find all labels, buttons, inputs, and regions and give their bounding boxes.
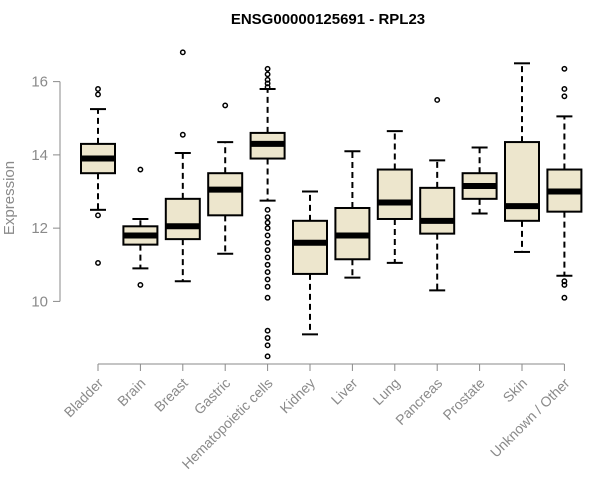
outlier-point (561, 86, 568, 92)
outlier-point (264, 219, 271, 226)
outlier-point (264, 214, 271, 221)
outlier-point (434, 96, 441, 103)
y-axis: 10 12 14 16 (31, 74, 61, 310)
box-iqr (292, 219, 328, 275)
outlier-point (95, 212, 101, 219)
x-tick-label: Pancreas (392, 375, 445, 428)
x-tick-label: Kidney (277, 375, 319, 417)
box-iqr (164, 197, 201, 241)
outlier-point (137, 166, 144, 173)
x-tick-label: Breast (151, 375, 191, 415)
x-tick-label: Skin (500, 375, 531, 406)
box-hematopoietic-cells (249, 65, 286, 360)
outlier-point (264, 269, 271, 276)
outlier-point (264, 335, 271, 341)
outlier-point (95, 91, 101, 98)
chart-title: ENSG00000125691 - RPL23 (231, 11, 425, 28)
x-tick-label: Bladder (61, 375, 107, 421)
x-tick-label: Liver (328, 375, 361, 408)
box-skin (504, 62, 540, 253)
outlier-point (264, 294, 271, 301)
outlier-point (264, 84, 271, 91)
outlier-point (179, 49, 186, 56)
outlier-point (264, 206, 271, 213)
outlier-point (264, 247, 271, 254)
box-pancreas (419, 96, 456, 292)
box-gastric (207, 102, 244, 255)
box-iqr (376, 168, 413, 220)
outlier-point (137, 281, 144, 288)
y-tick-label: 10 (31, 293, 48, 310)
outlier-point (264, 342, 271, 349)
outlier-point (561, 93, 568, 100)
box-bladder (80, 86, 116, 266)
outlier-point (561, 294, 568, 301)
outlier-point (264, 239, 271, 246)
outlier-point (179, 131, 186, 138)
y-tick-label: 16 (31, 74, 48, 91)
outlier-point (95, 259, 101, 266)
outlier-point (264, 232, 271, 239)
x-tick-label: Prostate (440, 375, 488, 423)
x-tick-label: Unknown / Other (487, 375, 573, 461)
outlier-point (264, 254, 271, 261)
box-lung (376, 130, 413, 264)
outlier-point (264, 225, 271, 232)
box-breast (164, 49, 201, 283)
box-iqr (207, 172, 244, 217)
box-iqr (419, 186, 456, 235)
box-kidney (292, 190, 328, 336)
outlier-point (264, 283, 271, 290)
outlier-point (264, 276, 271, 283)
box-unknown-other (546, 65, 583, 301)
y-tick-label: 12 (31, 220, 48, 237)
outlier-point (264, 65, 271, 72)
outlier-point (561, 281, 568, 288)
outlier-point (264, 353, 271, 360)
outlier-point (561, 65, 568, 72)
y-axis-label: Expression (1, 161, 18, 235)
outlier-point (264, 261, 271, 268)
outlier-point (222, 102, 229, 109)
outlier-point (95, 86, 101, 92)
outlier-point (264, 327, 271, 334)
y-tick-label: 14 (31, 147, 48, 164)
outlier-point (264, 71, 271, 78)
boxes-group (80, 49, 583, 360)
box-prostate (461, 146, 498, 215)
box-liver (334, 150, 371, 279)
x-tick-label: Brain (114, 375, 148, 409)
x-tick-label: Lung (370, 375, 403, 408)
box-brain (122, 166, 159, 288)
